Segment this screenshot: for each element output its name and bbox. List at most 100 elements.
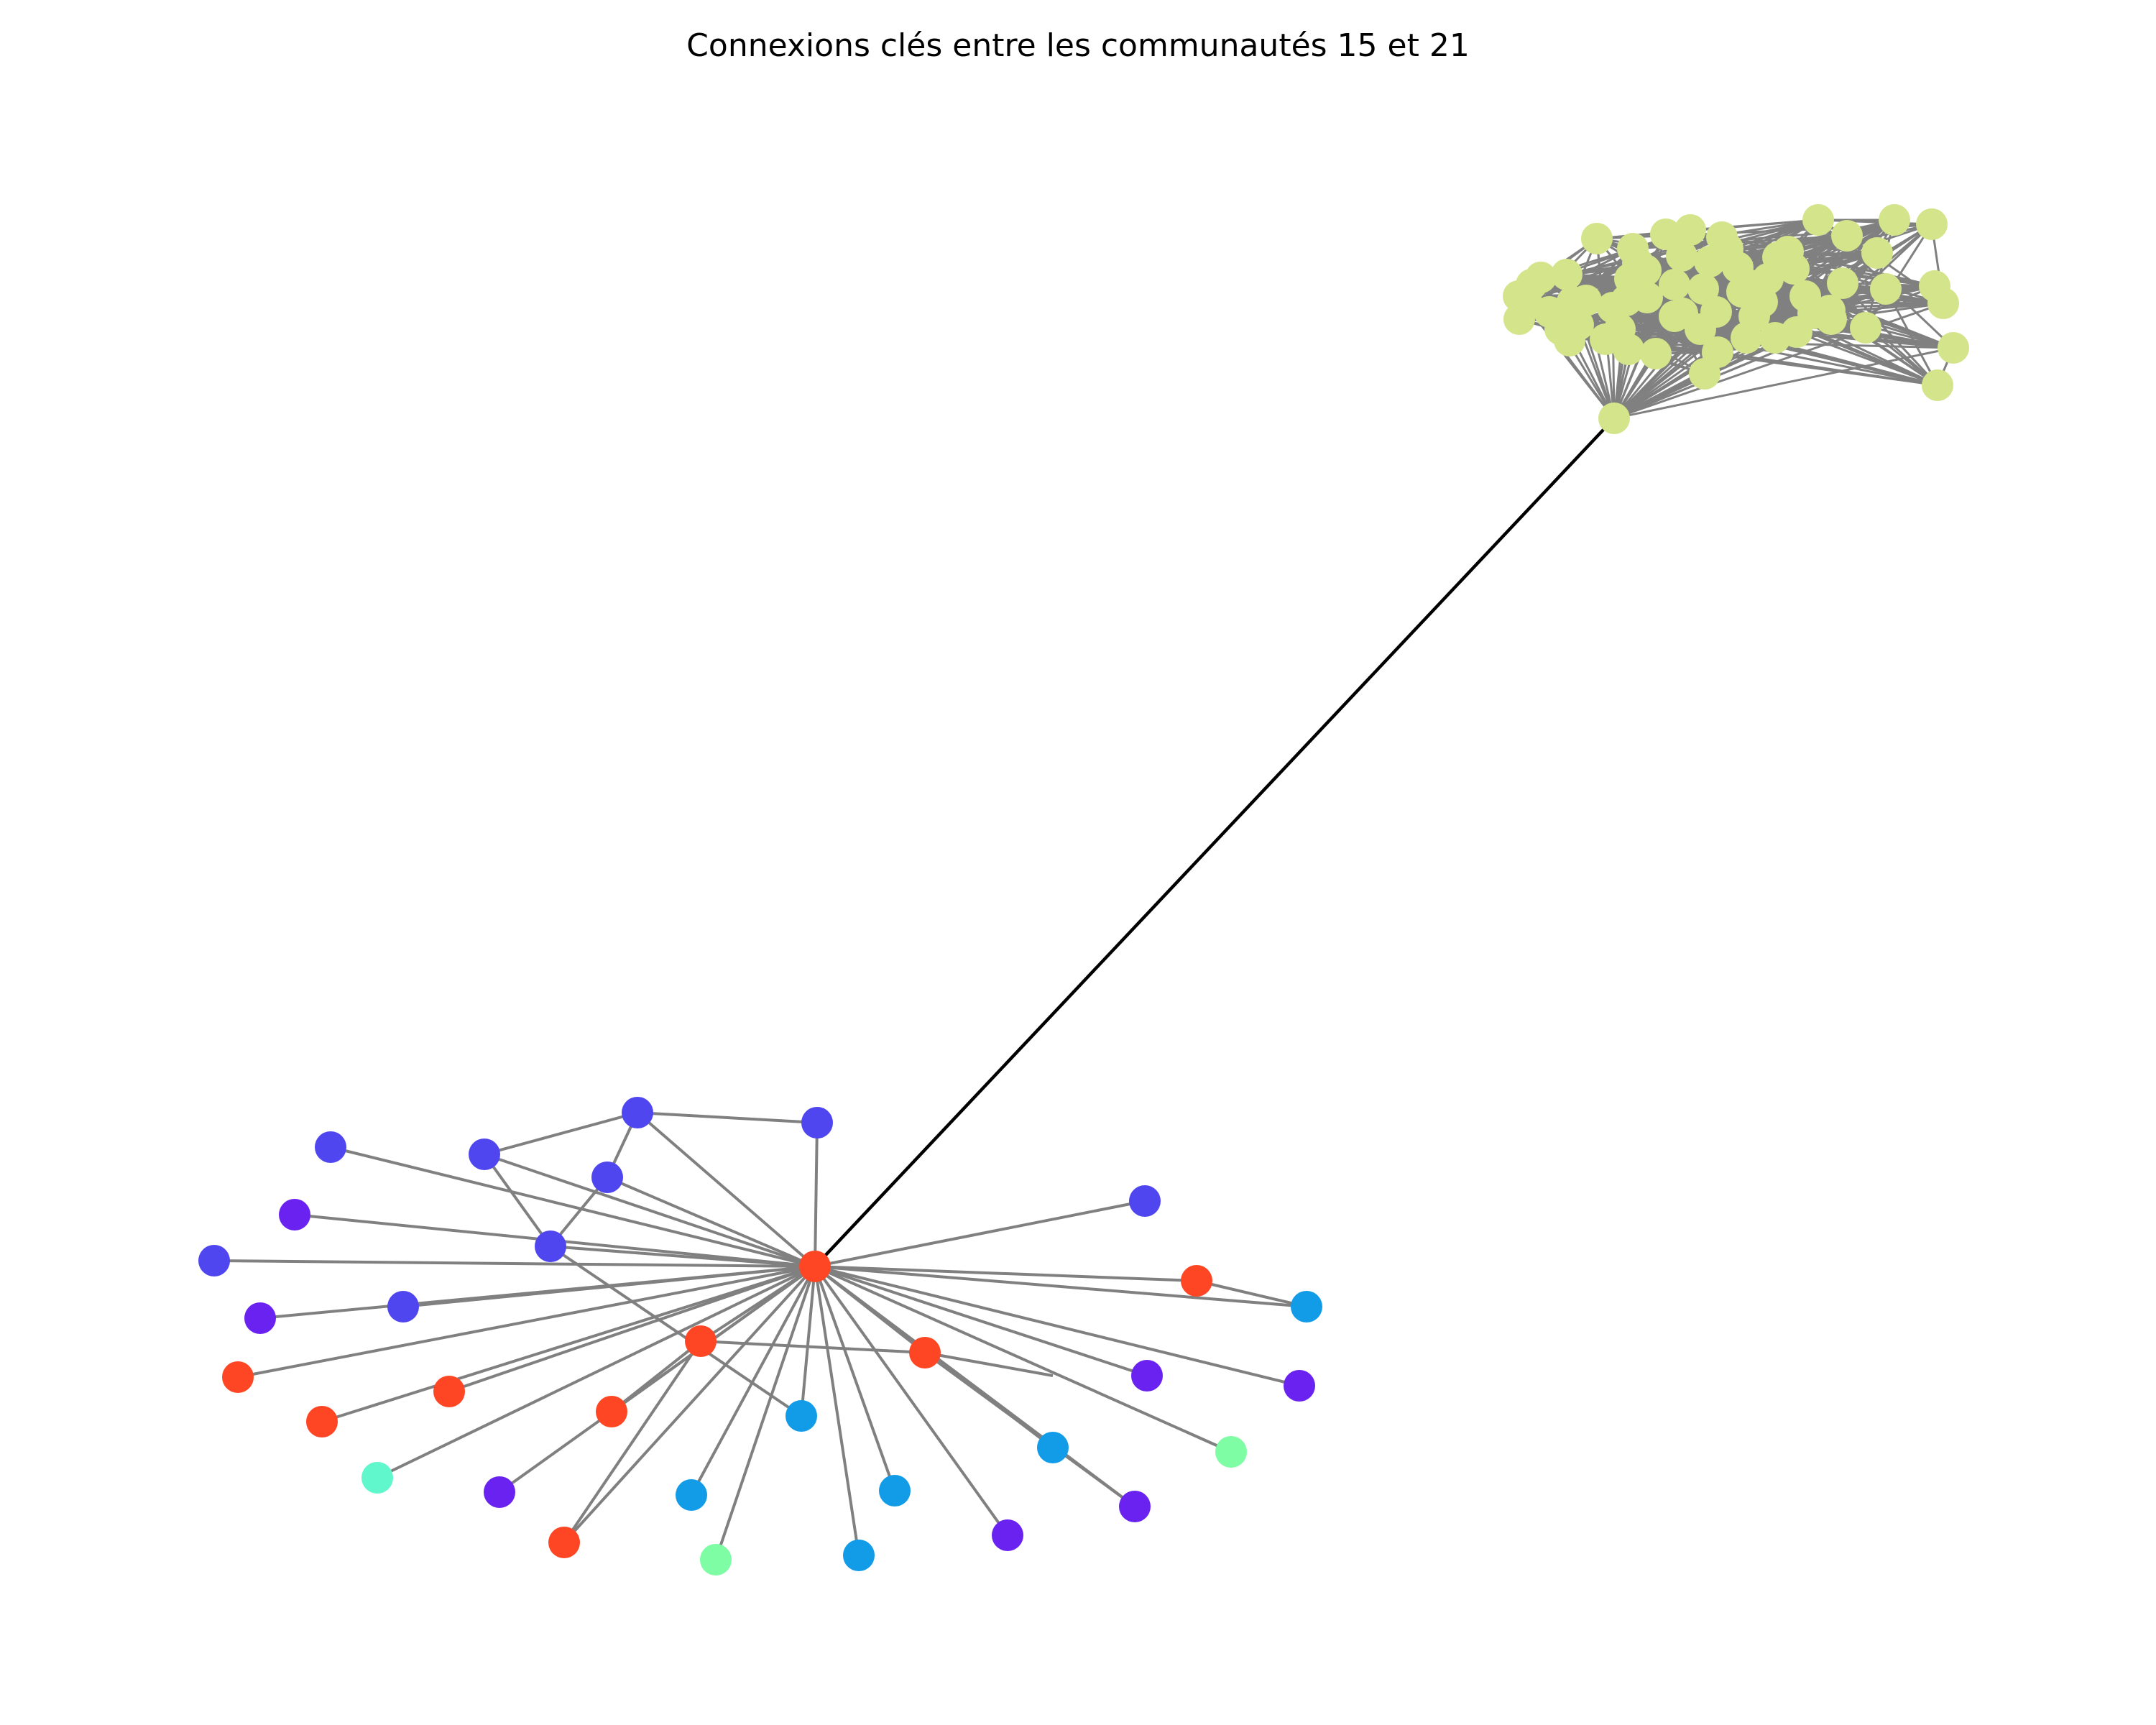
community-edge bbox=[924, 1351, 1054, 1377]
community-edge bbox=[700, 1340, 926, 1354]
cluster-node bbox=[1831, 220, 1863, 252]
graph-node bbox=[909, 1337, 941, 1368]
graph-node bbox=[622, 1097, 653, 1128]
graph-title: Connexions clés entre les communautés 15… bbox=[686, 27, 1470, 64]
graph-node bbox=[591, 1162, 623, 1193]
hub-edge bbox=[814, 1265, 1307, 1308]
cluster-node bbox=[1927, 288, 1959, 319]
cluster-node bbox=[1640, 338, 1672, 369]
graph-node bbox=[700, 1544, 732, 1576]
graph-node bbox=[843, 1540, 875, 1571]
cluster-edge bbox=[1818, 218, 1932, 226]
graph-node bbox=[222, 1361, 254, 1393]
community-edge bbox=[610, 1340, 702, 1413]
cluster-node bbox=[1659, 269, 1690, 300]
graph-node bbox=[1284, 1370, 1315, 1402]
cluster-node bbox=[1666, 240, 1697, 272]
graph-node bbox=[198, 1245, 230, 1276]
graph-node bbox=[279, 1199, 310, 1230]
graph-node bbox=[1181, 1265, 1212, 1297]
hub-edge bbox=[448, 1265, 816, 1393]
community-edge bbox=[1196, 1279, 1307, 1308]
cluster-node bbox=[1814, 295, 1846, 326]
cluster-node bbox=[1938, 332, 1969, 364]
cluster-node bbox=[1870, 273, 1902, 305]
cluster-nodes bbox=[1503, 204, 1969, 434]
graph-node bbox=[1291, 1291, 1322, 1322]
hub-edge bbox=[814, 1200, 1146, 1268]
graph-node bbox=[1131, 1360, 1163, 1392]
community-edge bbox=[484, 1111, 638, 1156]
cluster-node bbox=[1581, 223, 1613, 254]
cluster-node bbox=[1922, 369, 1953, 401]
hub-edge bbox=[321, 1265, 816, 1423]
graph-node bbox=[676, 1479, 707, 1511]
graph-node bbox=[433, 1376, 465, 1407]
hub-edge bbox=[814, 1265, 1009, 1537]
graph-node bbox=[484, 1476, 515, 1508]
graph-node bbox=[879, 1475, 911, 1506]
hub-edge bbox=[636, 1111, 816, 1268]
hub-edge bbox=[550, 1245, 816, 1268]
graph-node bbox=[535, 1230, 566, 1262]
cluster-edge bbox=[1761, 300, 1938, 387]
community-edge bbox=[549, 1245, 803, 1417]
graph-node bbox=[596, 1396, 627, 1427]
cluster-node bbox=[1778, 253, 1810, 285]
graph-node bbox=[786, 1400, 817, 1432]
community-edge bbox=[637, 1111, 818, 1124]
cluster-edge bbox=[1884, 288, 1939, 386]
hub-edge bbox=[814, 1265, 1148, 1377]
cluster-node bbox=[1861, 237, 1893, 269]
hub-edge bbox=[563, 1265, 816, 1544]
graph-node bbox=[306, 1406, 338, 1438]
hub-edge bbox=[814, 1265, 1300, 1387]
community-edge bbox=[923, 1351, 1136, 1508]
hub-edge bbox=[814, 1265, 1197, 1282]
hub-edge bbox=[814, 1122, 819, 1267]
cluster-node bbox=[1850, 312, 1881, 344]
hub-nodes bbox=[198, 1097, 1322, 1576]
hub-edge bbox=[814, 1265, 926, 1354]
cluster-node bbox=[1551, 259, 1583, 290]
cluster-edge bbox=[1830, 302, 1944, 321]
hub-edge bbox=[213, 1259, 816, 1268]
graph-node bbox=[801, 1107, 833, 1138]
cluster-node bbox=[1916, 208, 1948, 240]
cluster-node bbox=[1702, 336, 1733, 368]
hub-edge bbox=[607, 1176, 816, 1268]
cluster-node bbox=[1802, 204, 1834, 236]
cluster-edge bbox=[1717, 351, 1938, 387]
hub-edge bbox=[814, 1265, 1232, 1453]
cluster-node bbox=[1557, 286, 1588, 318]
graph-node bbox=[1129, 1185, 1161, 1217]
cluster-node bbox=[1630, 254, 1662, 286]
cluster-node bbox=[1631, 282, 1663, 313]
hub-edge bbox=[814, 1266, 896, 1491]
cluster-node bbox=[1659, 300, 1690, 332]
cluster-edge bbox=[1613, 316, 1676, 419]
graph-node bbox=[685, 1325, 717, 1357]
hub-edge bbox=[699, 1265, 816, 1343]
graph-node bbox=[1119, 1491, 1151, 1522]
cluster-node bbox=[1827, 267, 1858, 299]
hub-edge bbox=[714, 1266, 816, 1560]
cluster-node bbox=[1598, 402, 1630, 434]
hub-edge bbox=[330, 1146, 816, 1268]
graph-node bbox=[992, 1519, 1023, 1551]
bridge-edge bbox=[814, 417, 1616, 1268]
hub-edge bbox=[484, 1153, 816, 1268]
cluster-edge bbox=[1793, 267, 1935, 288]
cluster-node bbox=[1525, 262, 1557, 293]
hub-edge bbox=[690, 1266, 816, 1496]
graph-node bbox=[361, 1462, 393, 1494]
graph-node bbox=[548, 1527, 580, 1558]
cluster-edge bbox=[1613, 346, 1954, 420]
cluster-node bbox=[1731, 322, 1762, 354]
cluster-edge bbox=[1805, 218, 1895, 298]
cluster-node bbox=[1700, 296, 1732, 328]
community-edge bbox=[563, 1340, 702, 1544]
hub-edge bbox=[814, 1266, 860, 1556]
hub-edges bbox=[213, 1111, 1307, 1560]
